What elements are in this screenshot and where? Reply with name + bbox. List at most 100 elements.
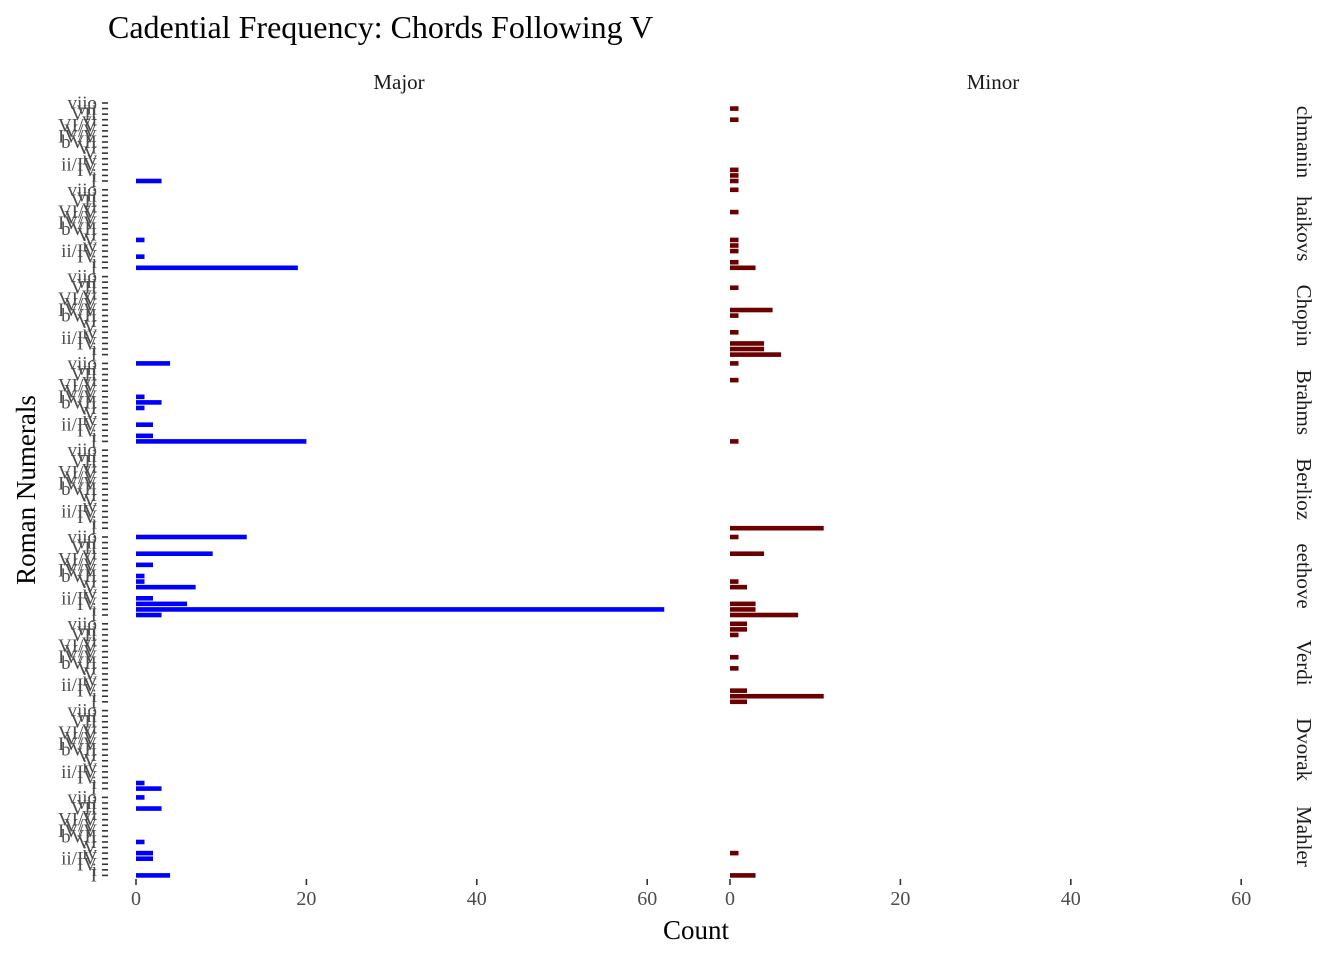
y-tick-label: viio: [67, 180, 97, 201]
major-bar: [136, 839, 145, 845]
y-tick-label: VI: [77, 138, 97, 159]
y-tick-label: IV: [77, 681, 97, 702]
y-tick-label: VI: [77, 832, 97, 853]
y-tick-label: ii/IV: [61, 675, 97, 696]
minor-bar: [730, 117, 739, 123]
y-tick-label: I: [91, 779, 97, 800]
y-tick-label: IV/V: [58, 126, 97, 147]
y-tick-label: V/V: [64, 121, 97, 142]
y-tick-label: IV: [77, 247, 97, 268]
minor-bar: [730, 313, 739, 318]
minor-bar: [730, 265, 756, 271]
y-tick-label: i: [92, 339, 97, 360]
y-tick-label: IV: [77, 507, 97, 528]
y-axis-title: Roman Numerals: [11, 395, 41, 585]
y-tick-label: iv: [82, 322, 97, 343]
y-tick-label: bVII: [61, 219, 97, 240]
y-tick-label: V: [83, 577, 97, 598]
y-tick-label: vi: [82, 804, 97, 825]
y-tick-label: VII: [71, 799, 97, 820]
y-tick-label: bVII: [61, 392, 97, 413]
y-tick-label: VI/V: [58, 289, 97, 310]
minor-bar: [730, 173, 739, 178]
y-tick-label: IV/V: [58, 387, 97, 408]
y-tick-label: viio: [67, 440, 97, 461]
y-tick-label: VI/V: [58, 115, 97, 136]
major-bar: [136, 400, 162, 405]
y-tick-label: V/V: [64, 294, 97, 315]
facet-row-label: Dvorak: [1292, 718, 1316, 781]
y-tick-label: IV/V: [58, 734, 97, 755]
major-bar: [136, 607, 665, 612]
y-tick-label: I: [91, 258, 97, 279]
y-tick-label: VI: [77, 485, 97, 506]
y-tick-label: V: [83, 317, 97, 338]
y-tick-label: i: [92, 252, 97, 273]
minor-bar: [730, 627, 748, 632]
minor-bar: [730, 612, 799, 618]
y-tick-label: bVII: [61, 306, 97, 327]
major-bar: [136, 254, 145, 259]
y-tick-label: I: [91, 431, 97, 452]
y-tick-label: vi: [82, 283, 97, 304]
facet-col-label-minor: Minor: [967, 70, 1020, 94]
minor-bar: [730, 187, 739, 193]
minor-bar: [730, 666, 739, 671]
y-tick-label: vi: [82, 197, 97, 218]
y-tick-label: IV: [77, 594, 97, 615]
minor-bar: [730, 307, 773, 313]
y-tick-label: V: [83, 404, 97, 425]
major-bar: [136, 422, 154, 427]
minor-bar: [730, 873, 756, 878]
y-tick-label: IV/V: [58, 300, 97, 321]
y-tick-label: viio: [67, 701, 97, 722]
major-bar: [136, 595, 154, 601]
minor-bar: [730, 607, 756, 612]
y-tick-label: I: [91, 345, 97, 366]
y-tick-label: iv: [82, 496, 97, 517]
y-tick-label: VI/V: [58, 376, 97, 397]
y-tick-label: iv: [82, 756, 97, 777]
y-tick-label: ii/IV: [61, 501, 97, 522]
minor-bar: [730, 106, 739, 111]
major-bar: [136, 579, 145, 584]
y-tick-label: vii: [77, 272, 97, 293]
minor-bar: [730, 525, 824, 531]
facet-row-label: Chopin: [1292, 285, 1316, 347]
major-bar: [136, 584, 196, 590]
facet-row-label: Brahms: [1292, 370, 1316, 435]
minor-bar: [730, 654, 739, 660]
major-bar: [136, 786, 162, 791]
y-tick-label: vii: [77, 446, 97, 467]
y-tick-label: IV: [77, 854, 97, 875]
y-tick-label: viio: [67, 614, 97, 635]
y-tick-label: ii/IV: [61, 849, 97, 870]
minor-bar: [730, 209, 739, 215]
minor-bar: [730, 167, 739, 173]
y-tick-label: V: [83, 143, 97, 164]
y-tick-label: VII: [71, 365, 97, 386]
y-tick-label: VII: [71, 104, 97, 125]
y-tick-label: V/V: [64, 555, 97, 576]
y-tick-label: VII: [71, 538, 97, 559]
major-bar: [136, 780, 145, 786]
minor-bar: [730, 439, 739, 444]
y-tick-label: V: [83, 751, 97, 772]
y-tick-label: vi: [82, 457, 97, 478]
y-tick-label: i: [92, 165, 97, 186]
y-tick-label: V/V: [64, 815, 97, 836]
y-tick-label: viio: [67, 267, 97, 288]
y-tick-label: vii: [77, 793, 97, 814]
x-axis-title: Count: [663, 915, 730, 945]
x-tick-label: 60: [1231, 888, 1251, 910]
y-tick-label: V: [83, 490, 97, 511]
y-tick-label: V: [83, 664, 97, 685]
major-bar: [136, 601, 188, 607]
minor-bar: [730, 178, 739, 184]
y-tick-label: iv: [82, 583, 97, 604]
y-tick-label: VI/V: [58, 202, 97, 223]
minor-bar: [730, 551, 765, 557]
y-tick-label: iv: [82, 236, 97, 257]
y-tick-label: V/V: [64, 642, 97, 663]
y-tick-label: vi: [82, 544, 97, 565]
